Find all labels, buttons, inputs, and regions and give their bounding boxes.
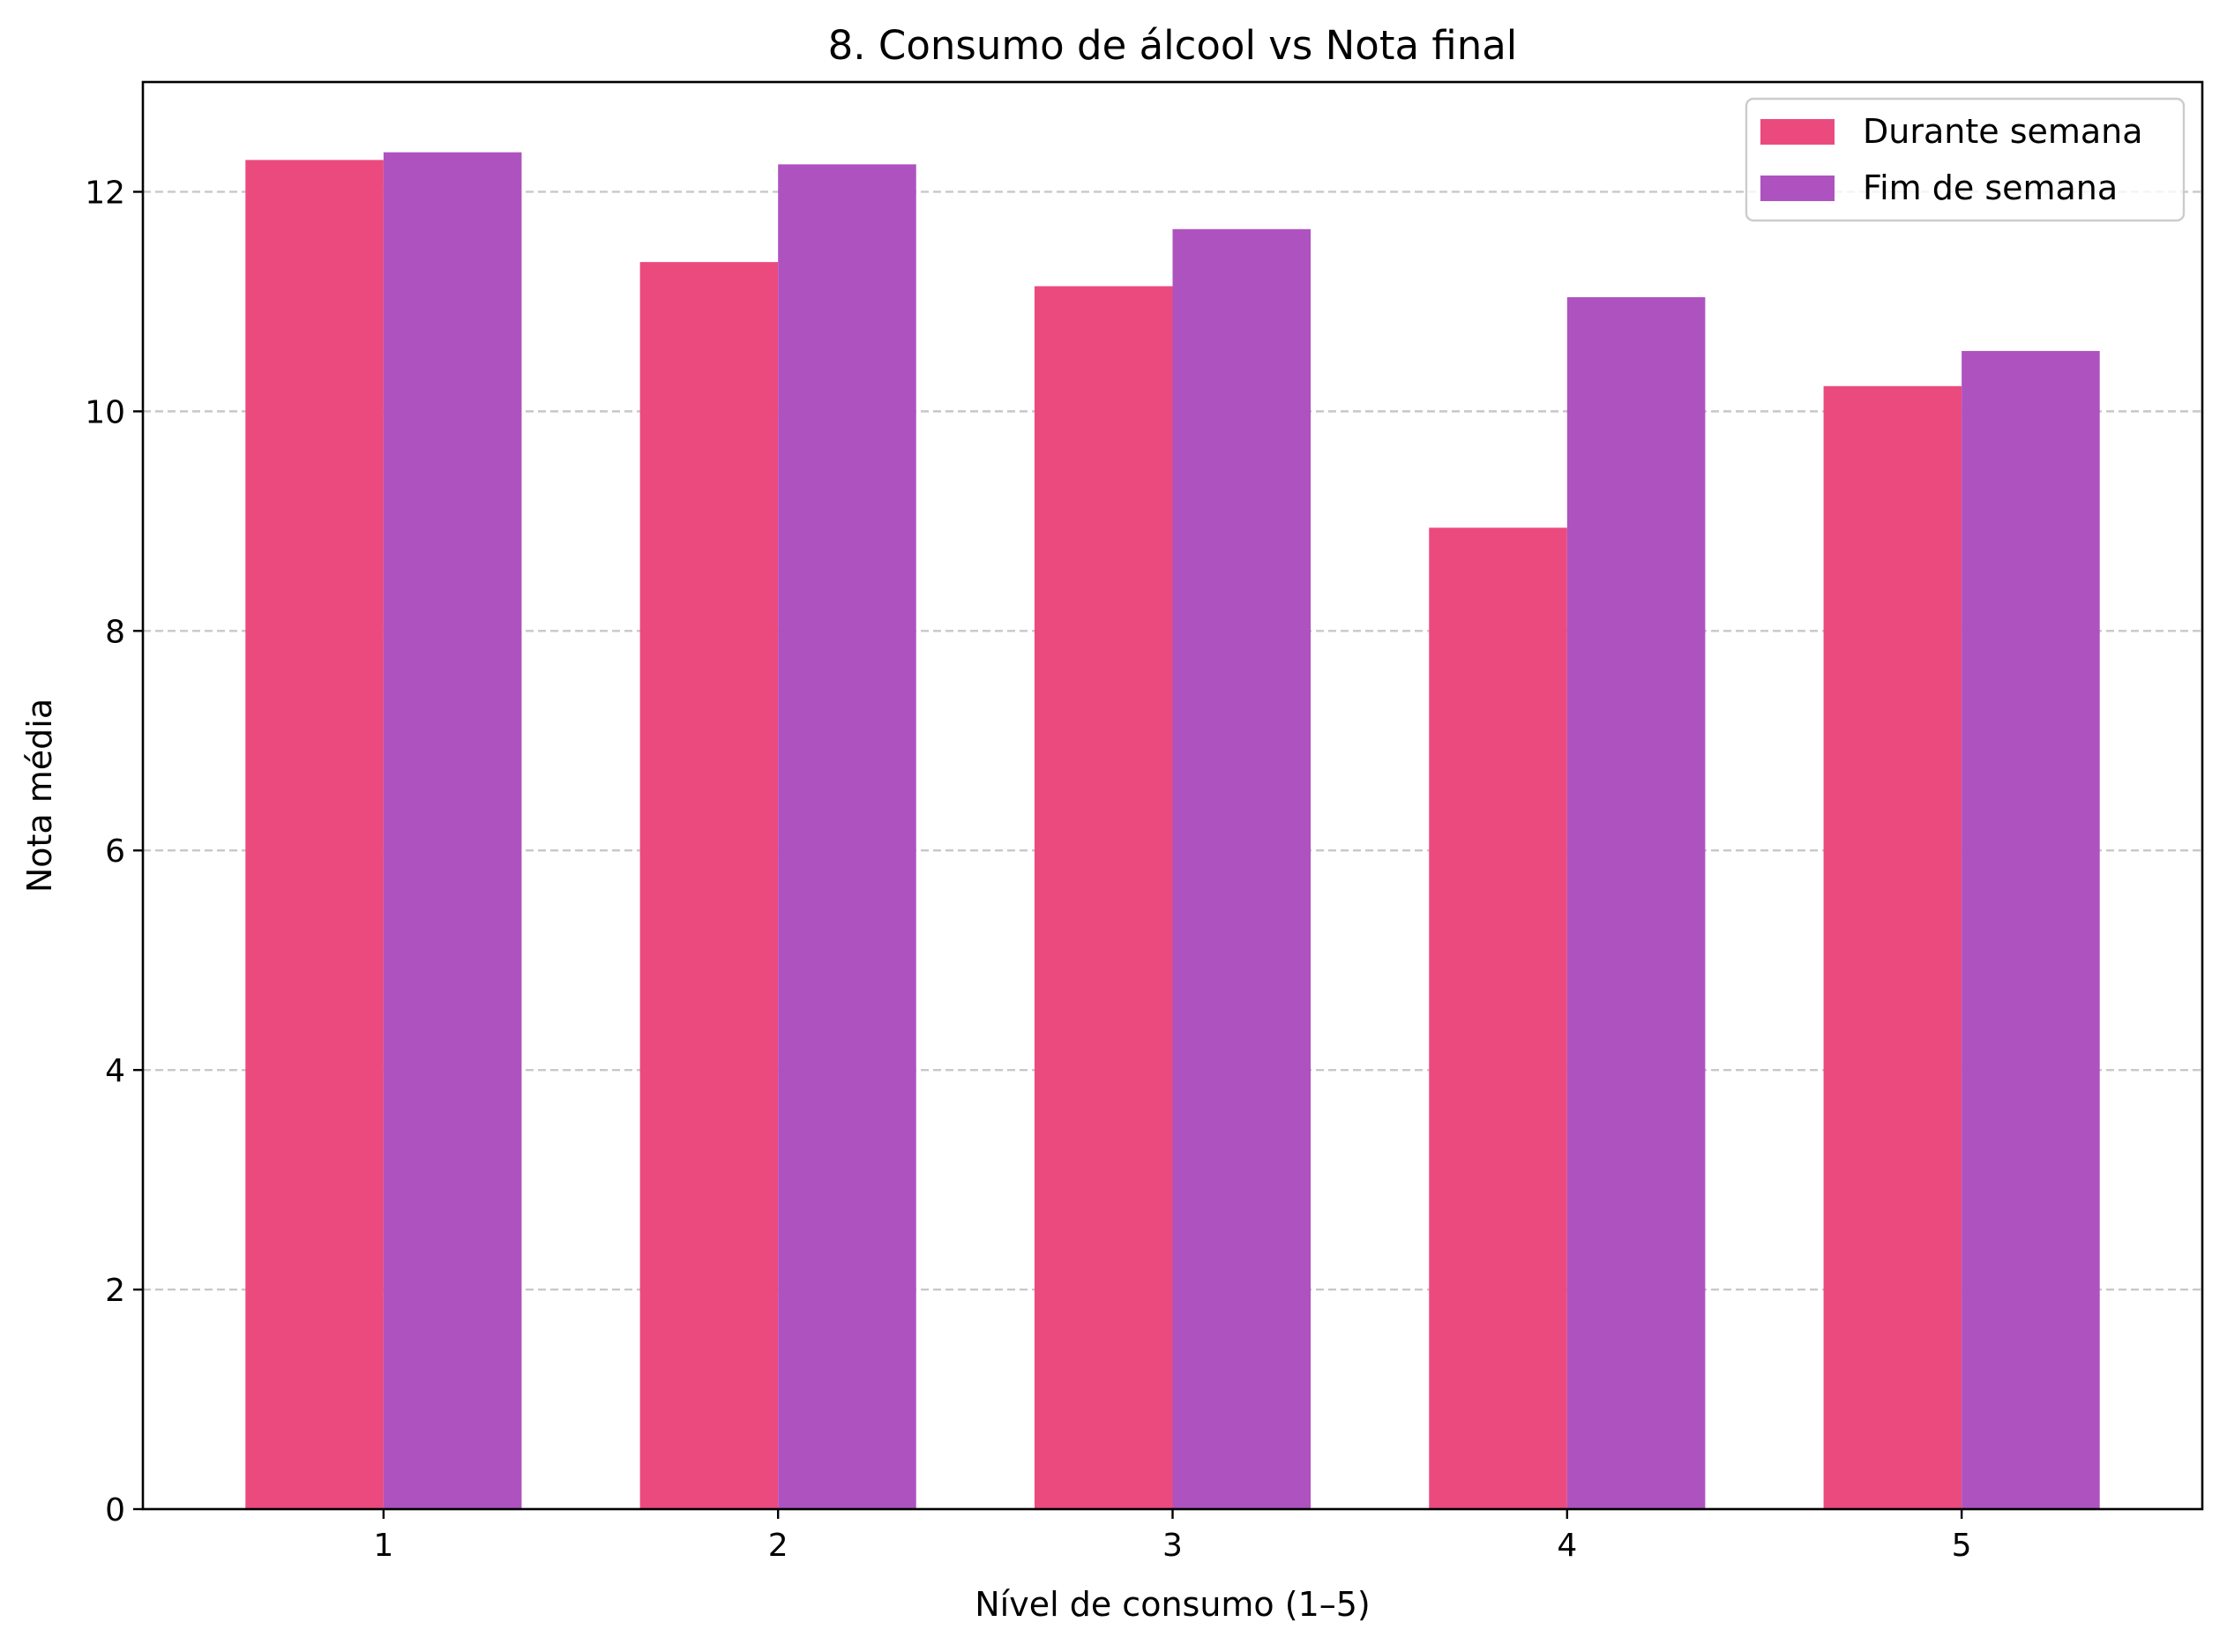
y-tick-label-8: 8 — [105, 614, 125, 650]
y-tick-label-4: 4 — [105, 1053, 125, 1089]
x-axis-ticks: 1 2 3 4 5 — [373, 1509, 1972, 1564]
x-tick-label-1: 1 — [373, 1528, 393, 1564]
bar-fim-de-semana-4 — [1566, 296, 1706, 1510]
bar-fim-de-semana-1 — [383, 152, 522, 1509]
y-axis-label: Nota média — [20, 699, 59, 893]
x-axis-label: Nível de consumo (1–5) — [975, 1585, 1371, 1624]
bar-durante-semana-1 — [245, 160, 384, 1510]
bar-fim-de-semana-5 — [1962, 350, 2100, 1509]
y-tick-label-0: 0 — [105, 1492, 125, 1529]
x-tick-label-4: 4 — [1557, 1528, 1577, 1564]
legend-box — [1745, 97, 2186, 222]
y-axis-ticks: 0 2 4 6 8 10 12 — [85, 175, 143, 1529]
legend-swatch-fim-de-semana — [1760, 176, 1835, 201]
legend-label-fim-de-semana: Fim de semana — [1863, 168, 2118, 207]
bar-durante-semana-4 — [1429, 527, 1567, 1509]
chart-title: 8. Consumo de álcool vs Nota final — [828, 22, 1518, 69]
bar-fim-de-semana-2 — [778, 164, 916, 1509]
bars — [245, 152, 2100, 1510]
legend-swatch-durante-semana — [1760, 119, 1835, 145]
y-tick-label-6: 6 — [105, 833, 125, 870]
bar-durante-semana-2 — [639, 262, 779, 1509]
legend: Durante semana Fim de semana — [1745, 97, 2186, 222]
x-tick-label-2: 2 — [768, 1528, 788, 1564]
legend-label-durante-semana: Durante semana — [1863, 112, 2143, 151]
y-tick-label-12: 12 — [85, 175, 125, 211]
bar-fim-de-semana-3 — [1172, 228, 1312, 1510]
y-tick-label-10: 10 — [85, 394, 125, 430]
x-tick-label-5: 5 — [1952, 1528, 1972, 1564]
x-tick-label-3: 3 — [1162, 1528, 1183, 1564]
bar-durante-semana-3 — [1034, 286, 1173, 1509]
bar-durante-semana-5 — [1823, 385, 1962, 1510]
y-tick-label-2: 2 — [105, 1273, 125, 1309]
